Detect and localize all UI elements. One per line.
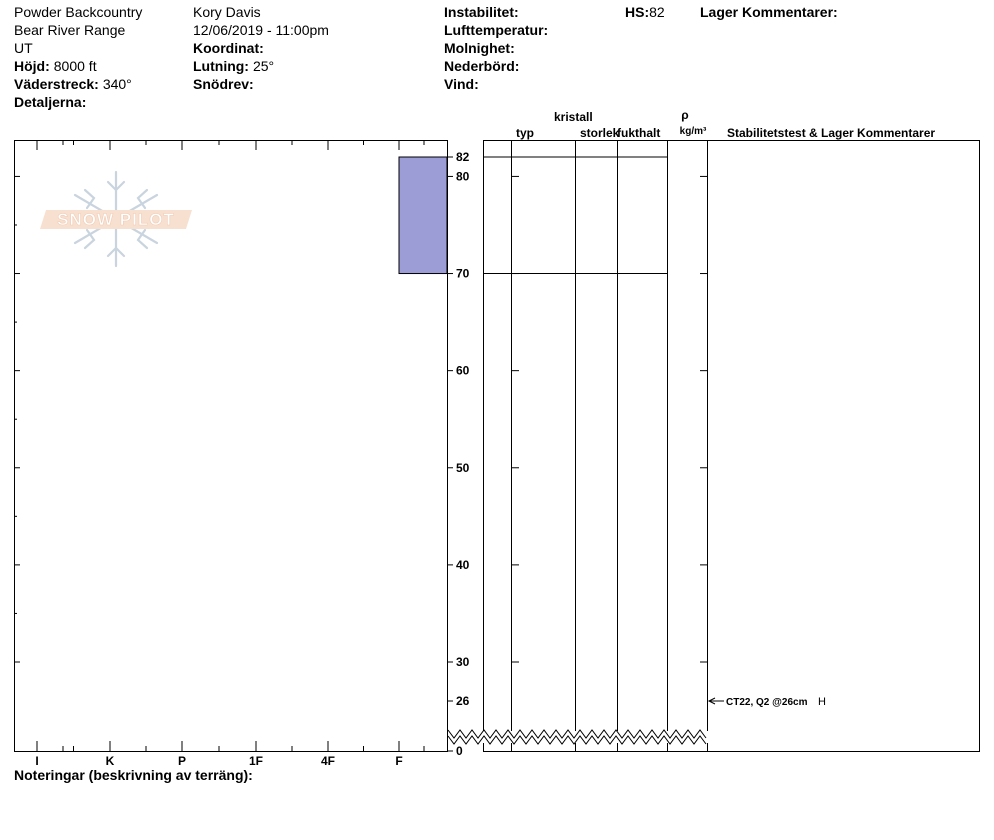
hardness-label-f: F (395, 754, 402, 768)
depth-label-60: 60 (456, 364, 470, 378)
layer-table-columns (511, 140, 708, 752)
snowpilot-logo: SNOW PILOT (40, 170, 192, 268)
slope-value: 25° (252, 58, 275, 74)
hs-value: 82 (649, 4, 665, 20)
logo-text: SNOW PILOT (57, 210, 175, 229)
header-moisture: fukthalt (617, 126, 660, 140)
stability-tests: CT22, Q2 @26cm H (707, 696, 826, 708)
details-label: Detaljerna: (14, 94, 87, 110)
hardness-label-1f: 1F (249, 754, 263, 768)
depth-label-82: 82 (456, 150, 470, 164)
wind-loading-label: Snödrev: (193, 76, 254, 92)
observer-name: Kory Davis (193, 4, 261, 20)
axis-break-zigzag-bottom (447, 735, 707, 745)
hs-label: HS: (625, 4, 650, 20)
layer-table-ticks (511, 175, 707, 663)
depth-label-26: 26 (456, 694, 470, 708)
hardness-axis-labels: I K P 1F 4F F (35, 754, 402, 768)
state-name: UT (14, 40, 33, 56)
hardness-plot-frame (14, 140, 448, 752)
depth-label-70: 70 (456, 267, 470, 281)
hardness-label-4f: 4F (321, 754, 335, 768)
stability-test-0: CT22, Q2 @26cm (726, 697, 808, 708)
slope-label: Lutning: (193, 58, 249, 74)
layer-boundaries (483, 156, 667, 275)
aspect-value: 340° (102, 76, 132, 92)
header-type: typ (516, 126, 534, 140)
header-stability: Stabilitetstest & Lager Kommentarer (727, 126, 935, 140)
depth-label-30: 30 (456, 655, 470, 669)
layer-comments-label: Lager Kommentarer: (700, 4, 838, 20)
header-density-unit: kg/m³ (680, 126, 707, 137)
range-name: Bear River Range (14, 22, 126, 38)
air-temperature-label: Lufttemperatur: (444, 22, 549, 38)
stability-arrow-head (707, 697, 716, 705)
depth-label-0: 0 (456, 744, 463, 758)
depth-label-80: 80 (456, 169, 470, 183)
hardness-label-p: P (178, 754, 186, 768)
operation-name: Powder Backcountry (14, 4, 143, 20)
axis-break (447, 729, 708, 745)
hardness-layers (398, 156, 448, 275)
aspect-row: Väderstreck: 340° (14, 75, 132, 93)
coordinate-label: Koordinat: (193, 40, 264, 56)
instability-label: Instabilitet: (444, 4, 519, 20)
hardness-layer-0 (398, 156, 448, 275)
notes-label: Noteringar (beskrivning av terräng): (14, 767, 253, 783)
wind-label: Vind: (444, 76, 479, 92)
slope-row: Lutning: 25° (193, 57, 274, 75)
precipitation-label: Nederbörd: (444, 58, 520, 74)
observation-datetime: 12/06/2019 - 11:00pm (193, 22, 329, 38)
header-size: storlek (580, 126, 620, 140)
layer-table-frame (483, 140, 980, 752)
header-crystal: kristall (554, 110, 593, 124)
hs-row: HS:82 (625, 3, 665, 21)
elevation-row: Höjd: 8000 ft (14, 57, 97, 75)
hardness-label-i: I (35, 754, 38, 768)
sky-label: Molnighet: (444, 40, 515, 56)
header-rho: ρ (681, 108, 688, 122)
depth-label-40: 40 (456, 558, 470, 572)
elevation-label: Höjd: (14, 58, 50, 74)
depth-axis-labels: 0 26 30 40 50 60 70 80 82 (447, 150, 470, 758)
elevation-value: 8000 ft (53, 58, 97, 74)
axis-break-zigzag-top (447, 729, 707, 739)
hardness-label-k: K (106, 754, 115, 768)
aspect-label: Väderstreck: (14, 76, 99, 92)
depth-label-50: 50 (456, 461, 470, 475)
hardness-ticks (14, 140, 425, 751)
stability-mark-0: H (818, 696, 826, 708)
